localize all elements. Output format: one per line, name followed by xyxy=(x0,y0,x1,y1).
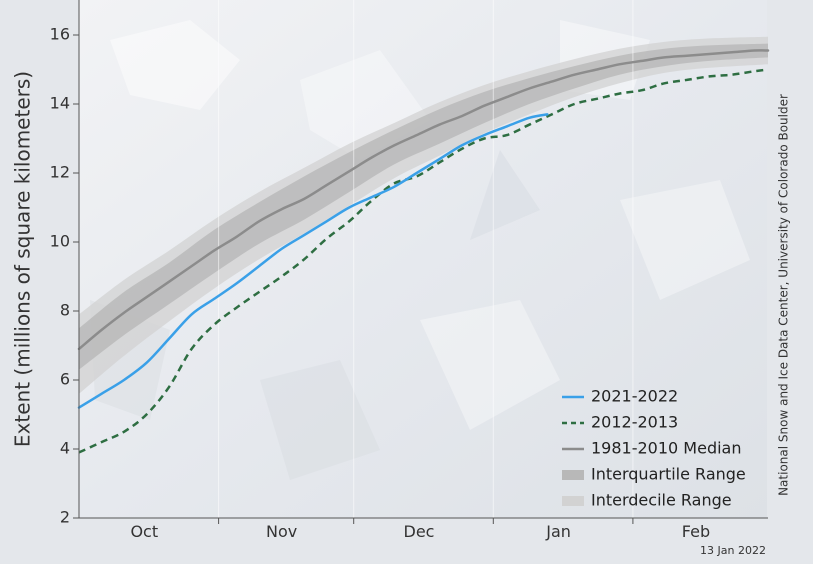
legend-label: 2012-2013 xyxy=(591,413,678,432)
y-tick-label: 10 xyxy=(50,232,70,251)
legend-item-interdecile-range: Interdecile Range xyxy=(562,491,732,510)
series-line-2021-2022 xyxy=(77,113,549,409)
y-ticks: 2 4 6 8 10 12 14 16 xyxy=(50,25,79,527)
legend-swatch xyxy=(562,470,584,480)
x-tick-label-nov: Nov xyxy=(266,522,297,541)
legend-label: Interquartile Range xyxy=(591,465,746,484)
series-line-1981-2010-median xyxy=(77,49,770,351)
y-tick-label: 2 xyxy=(60,508,70,527)
x-tick-label-dec: Dec xyxy=(404,522,435,541)
legend-item-1981-2010-median: 1981-2010 Median xyxy=(562,439,742,458)
legend-item-2021-2022: 2021-2022 xyxy=(562,387,678,406)
legend-label: 1981-2010 Median xyxy=(591,439,742,458)
legend-label: Interdecile Range xyxy=(591,491,732,510)
y-axis-label: Extent (millions of square kilometers) xyxy=(11,71,35,447)
y-tick-label: 4 xyxy=(60,439,70,458)
date-label: 13 Jan 2022 xyxy=(700,544,766,557)
y-tick-label: 16 xyxy=(50,25,70,44)
lines-layer xyxy=(77,49,770,454)
month-separators xyxy=(218,0,634,524)
x-tick-label-jan: Jan xyxy=(545,522,571,541)
legend-swatch xyxy=(562,496,584,506)
axes xyxy=(78,0,768,519)
x-tick-label-feb: Feb xyxy=(682,522,710,541)
x-tick-labels: Oct Nov Dec Jan Feb xyxy=(130,522,710,541)
legend: 2021-2022 2012-2013 1981-2010 Median Interq… xyxy=(562,387,746,510)
credit-text: National Snow and Ice Data Center, Unive… xyxy=(777,94,791,496)
y-tick-label: 6 xyxy=(60,370,70,389)
legend-label: 2021-2022 xyxy=(591,387,678,406)
y-tick-label: 8 xyxy=(60,301,70,320)
y-tick-label: 12 xyxy=(50,163,70,182)
series-line-2012-2013 xyxy=(78,68,769,454)
x-tick-label-oct: Oct xyxy=(130,522,158,541)
legend-item-2012-2013: 2012-2013 xyxy=(562,413,678,432)
legend-item-interquartile-range: Interquartile Range xyxy=(562,465,746,484)
y-tick-label: 14 xyxy=(50,94,70,113)
